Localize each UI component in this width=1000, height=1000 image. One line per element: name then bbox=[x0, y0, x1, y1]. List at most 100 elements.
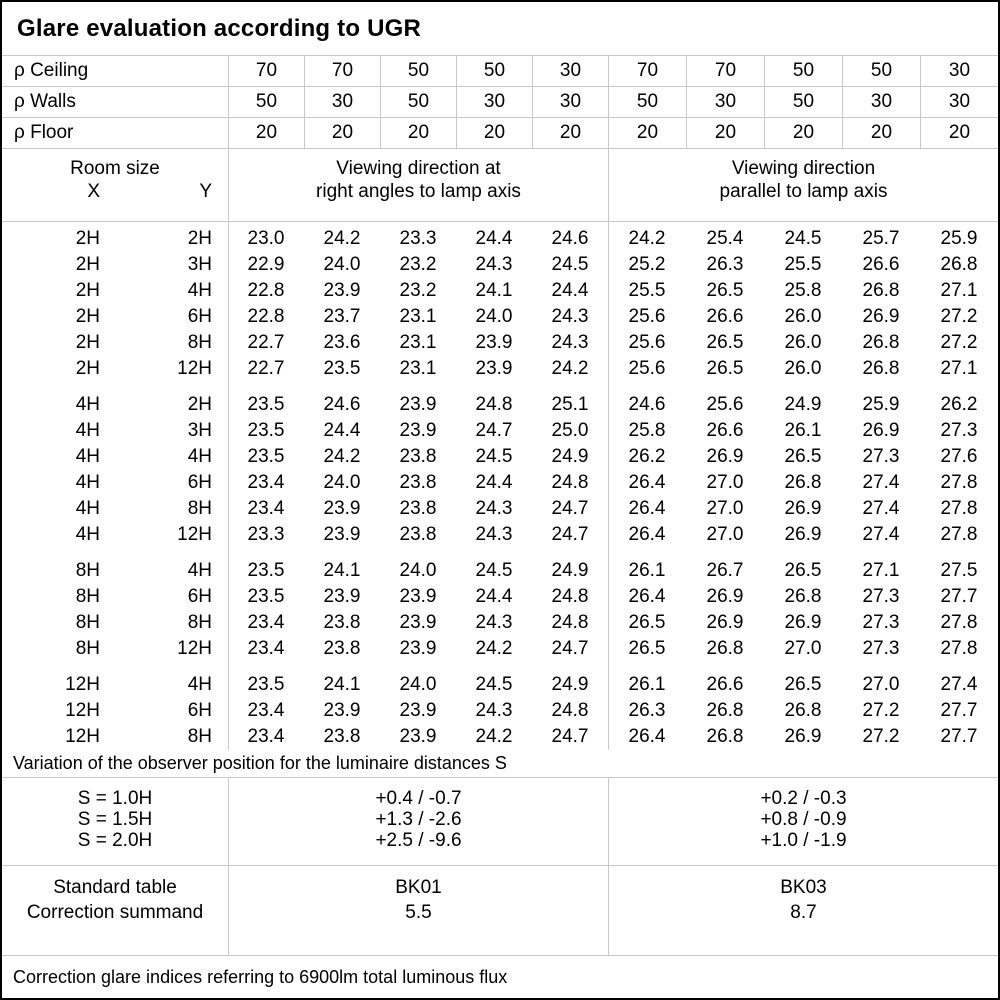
ugr-value: 23.6 bbox=[323, 332, 361, 353]
ugr-value: 23.9 bbox=[323, 280, 361, 301]
ugr-value: 26.6 bbox=[706, 306, 744, 327]
ugr-row: 8H 8H 23.4 23.8 23.9 24.3 24.8 26.5 26.9 26.9 27.3… bbox=[2, 610, 998, 636]
ugr-row: 4H 2H 23.5 24.6 23.9 24.8 25.1 24.6 25.6 24.9 25.9… bbox=[2, 392, 998, 418]
ugr-value: 26.9 bbox=[706, 446, 744, 467]
ugr-value: 23.9 bbox=[323, 524, 361, 545]
ugr-value: 23.9 bbox=[399, 700, 437, 721]
room-size-y-value: 12H bbox=[177, 524, 212, 545]
ugr-value: 26.5 bbox=[706, 332, 744, 353]
ugr-value: 23.3 bbox=[247, 524, 285, 545]
room-size-x-value: 8H bbox=[75, 586, 100, 607]
ugr-value: 24.4 bbox=[475, 228, 513, 249]
ugr-value: 26.8 bbox=[706, 726, 744, 747]
ugr-data-grid: 2H 2H 23.0 24.2 23.3 24.4 24.6 24.2 25.4 24.5 25.7… bbox=[2, 222, 998, 750]
room-size-x-value: 2H bbox=[75, 358, 100, 379]
ugr-value: 24.5 bbox=[475, 674, 513, 695]
ugr-value: 23.9 bbox=[475, 358, 513, 379]
ugr-value: 23.9 bbox=[399, 586, 437, 607]
ugr-row: 12H 8H 23.4 23.8 23.9 24.2 24.7 26.4 26.8 26.9 27.… bbox=[2, 724, 998, 750]
ugr-value: 23.9 bbox=[399, 612, 437, 633]
ugr-value: 22.8 bbox=[247, 280, 285, 301]
room-size-x-value: 2H bbox=[75, 332, 100, 353]
ugr-row: 8H 12H 23.4 23.8 23.9 24.2 24.7 26.5 26.8 27.0 27.… bbox=[2, 636, 998, 662]
ugr-value: 24.6 bbox=[551, 228, 589, 249]
ugr-value: 24.2 bbox=[475, 638, 513, 659]
ugr-value: 24.1 bbox=[323, 674, 361, 695]
s-distance-label: S = 1.5H bbox=[77, 809, 153, 830]
ugr-value: 26.6 bbox=[706, 420, 744, 441]
ugr-value: 25.8 bbox=[784, 280, 822, 301]
ugr-value: 23.9 bbox=[399, 638, 437, 659]
ugr-value: 26.9 bbox=[706, 586, 744, 607]
ugr-value: 24.3 bbox=[475, 498, 513, 519]
ugr-value: 23.9 bbox=[399, 420, 437, 441]
ugr-value: 25.0 bbox=[551, 420, 589, 441]
ugr-value: 26.5 bbox=[706, 358, 744, 379]
ugr-value: 27.8 bbox=[940, 472, 978, 493]
room-size-y-value: 2H bbox=[187, 394, 212, 415]
ugr-value: 27.0 bbox=[706, 472, 744, 493]
ugr-value: 27.0 bbox=[784, 638, 822, 659]
room-size-label: Room size bbox=[70, 158, 160, 179]
ugr-value: 23.3 bbox=[399, 228, 437, 249]
ugr-value: 23.9 bbox=[323, 700, 361, 721]
ugr-value: 26.9 bbox=[784, 524, 822, 545]
reflectance-row: ρ Ceiling 70 70 50 50 30 70 70 50 50 30 bbox=[2, 56, 998, 87]
ugr-row: 2H 4H 22.8 23.9 23.2 24.1 24.4 25.5 26.5 25.8 26.8… bbox=[2, 278, 998, 304]
ugr-value: 24.4 bbox=[475, 586, 513, 607]
ugr-value: 26.5 bbox=[784, 674, 822, 695]
ugr-value: 22.8 bbox=[247, 306, 285, 327]
ugr-row: 2H 8H 22.7 23.6 23.1 23.9 24.3 25.6 26.5 26.0 26.8… bbox=[2, 330, 998, 356]
ugr-value: 24.3 bbox=[551, 306, 589, 327]
standard-table-perpendicular-value: BK01 bbox=[395, 877, 442, 898]
ugr-value: 27.1 bbox=[940, 358, 978, 379]
ugr-value: 23.1 bbox=[399, 306, 437, 327]
correction-summand-label: Correction summand bbox=[26, 902, 204, 923]
s-variation-parallel-value: +0.2 / -0.3 bbox=[760, 788, 847, 809]
room-size-y-value: 8H bbox=[187, 332, 212, 353]
room-size-x-value: 2H bbox=[75, 254, 100, 275]
ugr-value: 26.8 bbox=[940, 254, 978, 275]
ugr-value: 25.6 bbox=[628, 332, 666, 353]
ugr-block: 12H 4H 23.5 24.1 24.0 24.5 24.9 26.1 26.6 26.5 27.… bbox=[2, 672, 998, 750]
ugr-value: 27.7 bbox=[940, 586, 978, 607]
observer-variation-section: S = 1.0H S = 1.5H S = 2.0H +0.4 / -0.7 +1.3… bbox=[2, 778, 998, 866]
ugr-value: 23.8 bbox=[399, 498, 437, 519]
ugr-value: 22.9 bbox=[247, 254, 285, 275]
ugr-value: 26.5 bbox=[784, 560, 822, 581]
room-size-y-value: 4H bbox=[187, 560, 212, 581]
ugr-value: 23.5 bbox=[247, 394, 285, 415]
ugr-value: 24.2 bbox=[323, 228, 361, 249]
ugr-value: 24.4 bbox=[475, 472, 513, 493]
ugr-value: 23.8 bbox=[399, 446, 437, 467]
ugr-value: 24.0 bbox=[323, 254, 361, 275]
ugr-value: 27.3 bbox=[940, 420, 978, 441]
ugr-value: 25.6 bbox=[706, 394, 744, 415]
room-size-x-value: 4H bbox=[75, 420, 100, 441]
reflectance-value: 30 bbox=[920, 87, 998, 117]
ugr-row: 2H 6H 22.8 23.7 23.1 24.0 24.3 25.6 26.6 26.0 26.9… bbox=[2, 304, 998, 330]
room-size-y-value: 2H bbox=[187, 228, 212, 249]
ugr-value: 26.8 bbox=[784, 586, 822, 607]
ugr-value: 27.8 bbox=[940, 524, 978, 545]
ugr-value: 23.9 bbox=[399, 726, 437, 747]
ugr-value: 23.0 bbox=[247, 228, 285, 249]
ugr-value: 26.8 bbox=[706, 638, 744, 659]
ugr-value: 26.0 bbox=[784, 306, 822, 327]
ugr-value: 23.8 bbox=[323, 726, 361, 747]
ugr-value: 26.4 bbox=[628, 524, 666, 545]
room-size-y-value: 3H bbox=[187, 254, 212, 275]
ugr-value: 24.1 bbox=[475, 280, 513, 301]
footer-note: Correction glare indices referring to 69… bbox=[13, 966, 508, 987]
room-size-y-value: 4H bbox=[187, 280, 212, 301]
ugr-value: 24.5 bbox=[475, 446, 513, 467]
column-divider-middle bbox=[608, 222, 609, 750]
reflectance-value: 30 bbox=[686, 87, 764, 117]
ugr-value: 23.9 bbox=[399, 394, 437, 415]
reflectance-value: 20 bbox=[304, 118, 380, 148]
ugr-value: 26.4 bbox=[628, 472, 666, 493]
room-size-x-value: 12H bbox=[65, 726, 100, 747]
ugr-value: 26.9 bbox=[862, 420, 900, 441]
room-size-y-value: 4H bbox=[187, 446, 212, 467]
reflectance-row-label: ρ Ceiling bbox=[14, 60, 89, 81]
